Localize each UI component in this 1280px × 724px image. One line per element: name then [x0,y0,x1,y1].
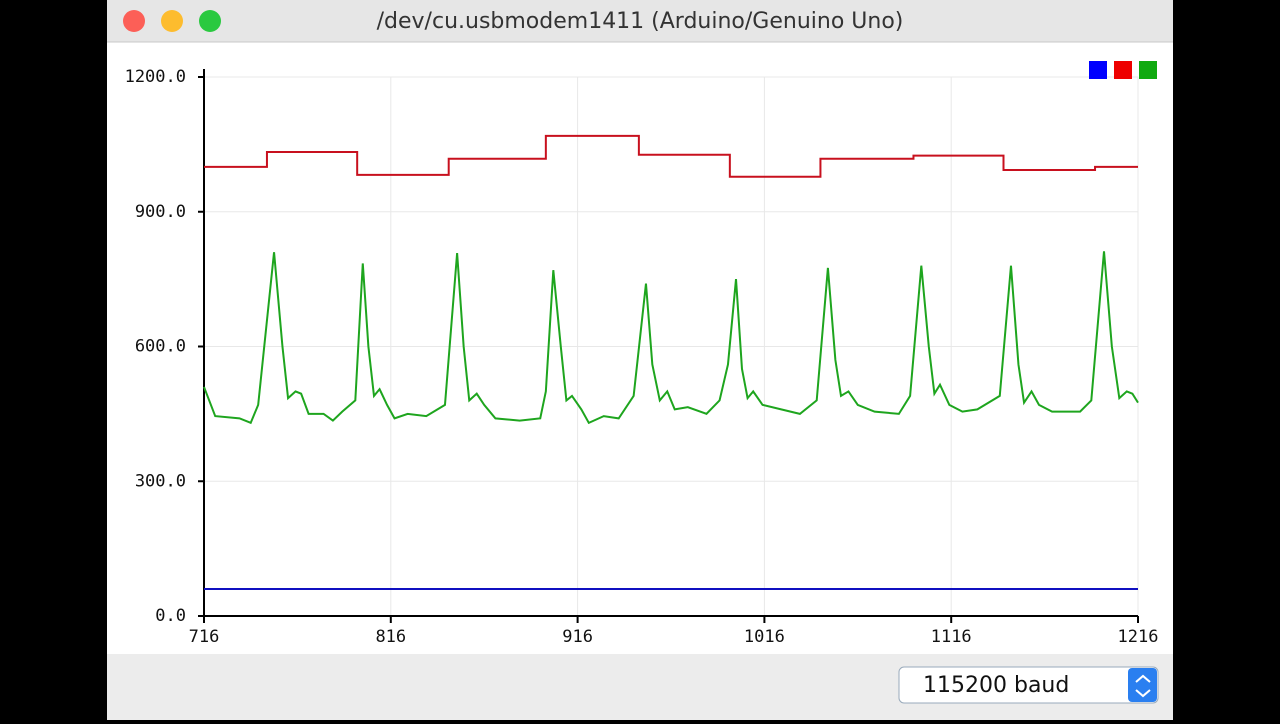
x-tick-label: 1116 [931,627,972,647]
stepper-arrows [1135,674,1151,698]
y-tick-label: 0.0 [155,606,186,626]
legend-swatch [1114,61,1132,79]
title-bar [107,0,1173,42]
zoom-button[interactable] [199,10,221,32]
x-tick-label: 1016 [744,627,785,647]
y-tick-label: 300.0 [135,471,186,491]
series-line [204,134,1138,178]
minimize-button[interactable] [161,10,183,32]
window [107,0,1173,720]
window-title: /dev/cu.usbmodem1411 (Arduino/Genuino Un… [377,9,904,34]
y-tick-label: 900.0 [135,202,186,222]
close-button[interactable] [123,10,145,32]
y-tick-label: 1200.0 [125,67,186,87]
baud-stepper[interactable] [1128,668,1157,702]
legend-swatch [1139,61,1157,79]
plot: 0.0 300.0 600.0 900.0 1200.0 716 816 916 1016 111… [125,61,1159,647]
baud-label: 115200 baud [923,673,1069,698]
baud-select[interactable] [898,666,1159,704]
x-tick-label: 816 [375,627,406,647]
x-tick-label: 1216 [1118,627,1159,647]
x-tick-label: 916 [562,627,593,647]
x-tick-label: 716 [189,627,220,647]
legend-swatch [1089,61,1107,79]
series-line [203,251,1139,425]
y-tick-label: 600.0 [135,337,186,357]
